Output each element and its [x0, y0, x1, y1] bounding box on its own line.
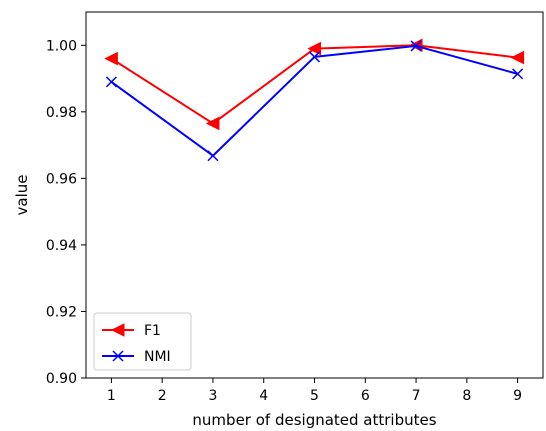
- x-tick-label: 9: [513, 388, 522, 404]
- y-tick-label: 0.98: [46, 105, 77, 121]
- x-tick-label: 8: [462, 388, 471, 404]
- x-tick-label: 7: [412, 388, 421, 404]
- x-tick-label: 5: [310, 388, 319, 404]
- legend-box: [94, 313, 191, 370]
- x-axis-label: number of designated attributes: [192, 411, 436, 429]
- legend-label: NMI: [144, 349, 171, 365]
- x-tick-label: 1: [107, 388, 116, 404]
- y-tick-label: 0.90: [46, 371, 77, 387]
- legend-label: F1: [144, 323, 161, 339]
- x-tick-label: 6: [361, 388, 370, 404]
- y-axis-label: value: [13, 175, 31, 216]
- legend: F1 NMI: [94, 313, 191, 370]
- x-tick-label: 2: [158, 388, 167, 404]
- x-tick-label: 4: [259, 388, 268, 404]
- y-tick-label: 0.92: [46, 304, 77, 320]
- y-tick-label: 1.00: [46, 38, 77, 54]
- y-tick-label: 0.96: [46, 171, 77, 187]
- x-tick-label: 3: [208, 388, 217, 404]
- y-tick-label: 0.94: [46, 238, 77, 254]
